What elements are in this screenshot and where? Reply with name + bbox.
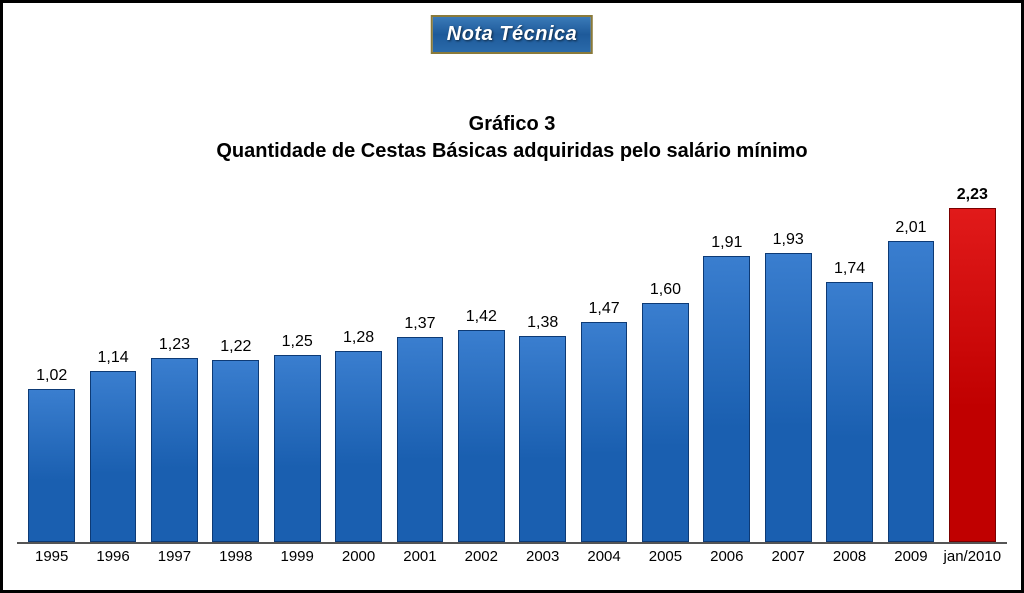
chart-title: Gráfico 3 Quantidade de Cestas Básicas a… (3, 111, 1021, 165)
x-tick-label: 1996 (82, 544, 143, 570)
bar-value-label: 1,22 (220, 338, 251, 356)
bar-rect (28, 389, 75, 542)
bar-1998: 1,22 (205, 183, 266, 542)
bar-value-label: 1,38 (527, 314, 558, 332)
bar-value-label: 1,14 (97, 349, 128, 367)
bar-rect (274, 355, 321, 542)
chart-area: 1,02 1,14 1,23 1,22 1,25 1,28 1,37 1,42 1,38 1,47… (17, 183, 1007, 570)
bar-1995: 1,02 (21, 183, 82, 542)
bar-rect (765, 253, 812, 542)
bar-2009: 2,01 (880, 183, 941, 542)
bar-rect (703, 256, 750, 542)
header-badge: Nota Técnica (431, 15, 593, 54)
x-tick-label: 2009 (880, 544, 941, 570)
bar-value-label: 1,60 (650, 281, 681, 299)
x-tick-label: 1999 (267, 544, 328, 570)
bar-value-label: 2,23 (957, 186, 988, 204)
bar-rect (335, 351, 382, 542)
chart-title-line2: Quantidade de Cestas Básicas adquiridas … (3, 138, 1021, 165)
x-tick-label: jan/2010 (942, 544, 1003, 570)
x-tick-label: 2007 (758, 544, 819, 570)
bar-value-label: 1,42 (466, 308, 497, 326)
bar-value-label: 1,02 (36, 367, 67, 385)
bar-rect (90, 371, 137, 542)
bar-value-label: 1,25 (282, 333, 313, 351)
x-tick-label: 2004 (573, 544, 634, 570)
bar-2007: 1,93 (758, 183, 819, 542)
bar-rect (151, 358, 198, 542)
bar-1999: 1,25 (267, 183, 328, 542)
bar-rect (212, 360, 259, 542)
x-tick-label: 1998 (205, 544, 266, 570)
bar-2006: 1,91 (696, 183, 757, 542)
bar-value-label: 1,74 (834, 260, 865, 278)
bar-value-label: 1,28 (343, 329, 374, 347)
bar-rect (519, 336, 566, 542)
bar-2000: 1,28 (328, 183, 389, 542)
bar-1997: 1,23 (144, 183, 205, 542)
chart-bars: 1,02 1,14 1,23 1,22 1,25 1,28 1,37 1,42 1,38 1,47… (17, 183, 1007, 542)
bar-value-label: 2,01 (895, 219, 926, 237)
bar-rect (397, 337, 444, 542)
bar-rect (458, 330, 505, 542)
bar-2001: 1,37 (389, 183, 450, 542)
bar-value-label: 1,91 (711, 234, 742, 252)
x-tick-label: 2008 (819, 544, 880, 570)
bar-value-label: 1,37 (404, 315, 435, 333)
bar-rect (581, 322, 628, 542)
bar-2005: 1,60 (635, 183, 696, 542)
x-tick-label: 2001 (389, 544, 450, 570)
chart-plot: 1,02 1,14 1,23 1,22 1,25 1,28 1,37 1,42 1,38 1,47… (17, 183, 1007, 544)
bar-value-label: 1,23 (159, 336, 190, 354)
chart-x-axis: 1995199619971998199920002001200220032004… (17, 544, 1007, 570)
bar-rect (949, 208, 996, 542)
x-tick-label: 2000 (328, 544, 389, 570)
bar-2002: 1,42 (451, 183, 512, 542)
bar-value-label: 1,47 (588, 300, 619, 318)
bar-rect (826, 282, 873, 542)
x-tick-label: 1995 (21, 544, 82, 570)
bar-2008: 1,74 (819, 183, 880, 542)
x-tick-label: 2005 (635, 544, 696, 570)
bar-rect (888, 241, 935, 542)
x-tick-label: 2006 (696, 544, 757, 570)
header-badge-text: Nota Técnica (447, 23, 577, 45)
x-tick-label: 1997 (144, 544, 205, 570)
bar-jan/2010: 2,23 (942, 183, 1003, 542)
x-tick-label: 2002 (451, 544, 512, 570)
bar-value-label: 1,93 (773, 231, 804, 249)
bar-2004: 1,47 (573, 183, 634, 542)
x-tick-label: 2003 (512, 544, 573, 570)
bar-2003: 1,38 (512, 183, 573, 542)
chart-title-line1: Gráfico 3 (3, 111, 1021, 138)
bar-rect (642, 303, 689, 542)
bar-1996: 1,14 (82, 183, 143, 542)
